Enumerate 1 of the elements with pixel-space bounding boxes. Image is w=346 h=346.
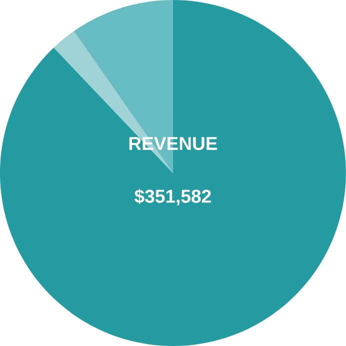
text: $351,582 <box>134 188 211 206</box>
